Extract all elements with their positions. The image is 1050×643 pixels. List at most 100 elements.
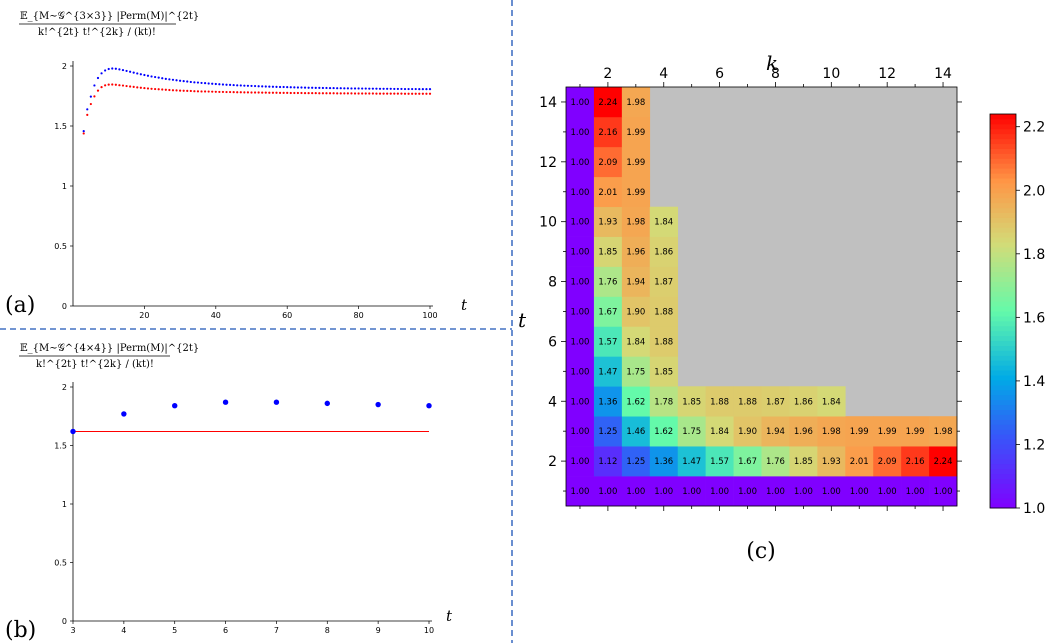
panel-a-point-blue	[332, 86, 335, 90]
panel-a-point-blue	[228, 83, 232, 86]
heatmap-cell-label: 1.00	[570, 367, 589, 377]
panel-a: 𝔼_{M∼𝒢^{3×3}} |Perm(M)|^{2t} k!^{2t} t!^…	[5, 11, 468, 320]
heatmap-cell	[621, 146, 651, 178]
heatmap-cell-label: 1.00	[570, 337, 589, 347]
heatmap-cell	[621, 206, 651, 237]
colorbar-segment	[990, 488, 1016, 494]
colorbar-segment	[990, 276, 1016, 282]
panel-a-point-blue	[396, 87, 399, 91]
panel-a-point-blue	[378, 87, 382, 90]
panel-a-point-blue	[325, 86, 328, 90]
panel-a-point-red	[225, 90, 228, 94]
heatmap-cell	[901, 476, 930, 507]
heatmap-cell	[649, 386, 679, 417]
heatmap-cell	[649, 446, 679, 477]
heatmap-cell-label: 1.96	[794, 427, 813, 437]
colorbar-segment	[990, 458, 1016, 465]
heatmap-y-tick-label: 4	[548, 394, 557, 410]
panel-b-x-tick-label: 3	[70, 626, 75, 635]
heatmap-cell-label: 1.98	[822, 427, 841, 437]
colorbar-segment	[990, 296, 1016, 302]
colorbar-segment	[990, 158, 1016, 164]
heatmap-cell-label: 1.88	[738, 397, 757, 407]
panel-a-point-blue	[296, 86, 300, 89]
panel-a-point-blue	[271, 85, 275, 88]
panel-c-xlabel: k	[766, 51, 778, 75]
heatmap-cell-label: 2.16	[598, 128, 617, 138]
panel-a-point-blue	[175, 79, 178, 82]
panel-a-y-tick-label: 0.5	[54, 242, 67, 251]
panel-a-point-red	[246, 91, 250, 94]
heatmap-cell-label: 1.00	[570, 278, 589, 288]
heatmap-cell	[873, 446, 902, 477]
panel-a-point-red	[382, 92, 385, 95]
colorbar-segment	[990, 414, 1016, 420]
panel-b-point-blue	[426, 403, 432, 409]
heatmap-cell	[621, 116, 651, 148]
heatmap-cell	[621, 326, 651, 357]
heatmap-cell-label: 1.84	[654, 218, 673, 228]
heatmap-cell-label: 1.76	[766, 457, 785, 467]
panel-a-point-blue	[421, 88, 424, 91]
panel-a-point-red	[146, 87, 150, 90]
colorbar-segment	[990, 118, 1016, 125]
panel-a-point-blue	[418, 88, 421, 91]
heatmap-cell	[593, 146, 623, 178]
heatmap-cell-label: 2.01	[598, 188, 617, 198]
heatmap-cell-label: 1.25	[598, 427, 617, 437]
panel-a-point-red	[129, 85, 132, 88]
colorbar-segment	[990, 409, 1016, 415]
colorbar-segment	[990, 315, 1016, 322]
colorbar-segment	[990, 320, 1016, 327]
heatmap-cell	[677, 446, 706, 477]
panel-b-xlabel: t	[446, 607, 453, 625]
panel-a-point-red	[171, 89, 175, 92]
heatmap-cell	[929, 446, 958, 477]
heatmap-x-tick-label: 4	[659, 66, 668, 82]
heatmap-cell-label: 1.88	[654, 307, 673, 317]
heatmap-cell	[593, 386, 623, 417]
colorbar-segment	[990, 370, 1016, 376]
heatmap-cell	[621, 356, 651, 387]
panel-a-point-blue	[250, 84, 253, 88]
colorbar-segment	[990, 306, 1016, 312]
heatmap-cell	[593, 296, 623, 327]
panel-a-x-tick-label: 40	[211, 311, 221, 320]
colorbar-tick-label: 1.8	[1023, 247, 1045, 263]
heatmap-cell-label: 1.67	[738, 457, 757, 467]
panel-a-x-tick-label: 20	[139, 311, 149, 320]
heatmap-cell	[621, 416, 651, 447]
panel-a-point-blue	[364, 87, 367, 90]
heatmap-cell-label: 1.88	[710, 397, 729, 407]
panel-a-point-blue	[236, 84, 239, 87]
panel-b-point-blue	[273, 399, 280, 405]
panel-c-colorbar: 1.0 1.2 1.4 1.6 1.8 2.0 2.2	[989, 113, 1045, 517]
colorbar-segment	[990, 197, 1016, 204]
panel-a-point-red	[107, 83, 110, 86]
panel-a-point-red	[168, 88, 171, 92]
heatmap-y-tick-label: 14	[539, 95, 557, 111]
heatmap-cell-label: 1.85	[682, 397, 701, 407]
heatmap-cell-label: 1.62	[626, 397, 645, 407]
panel-a-point-red	[271, 91, 275, 94]
colorbar-segment	[990, 114, 1016, 120]
colorbar-segment	[990, 143, 1016, 149]
heatmap-y-tick-label: 10	[539, 215, 557, 231]
panel-a-point-red	[150, 87, 153, 90]
heatmap-cell-label: 1.00	[850, 487, 869, 497]
panel-a-point-blue	[243, 84, 246, 87]
panel-a-plot: 0 0.5 1 1.5 2 20 40 60 80 100	[54, 61, 438, 320]
heatmap-cell	[566, 146, 595, 178]
colorbar-segment	[990, 182, 1016, 189]
colorbar-tick-label: 1.6	[1023, 310, 1045, 326]
heatmap-cell	[593, 476, 623, 507]
panel-a-point-blue	[321, 86, 324, 90]
colorbar-tick-label: 2.0	[1023, 183, 1045, 199]
heatmap-cell	[677, 386, 706, 417]
heatmap-cell-label: 1.93	[598, 218, 617, 228]
heatmap-cell-label: 1.00	[570, 248, 589, 258]
panel-a-point-blue	[146, 74, 150, 77]
panel-a-point-blue	[86, 108, 89, 111]
heatmap-cell-label: 1.36	[598, 397, 617, 407]
heatmap-cell-label: 1.87	[766, 397, 785, 407]
